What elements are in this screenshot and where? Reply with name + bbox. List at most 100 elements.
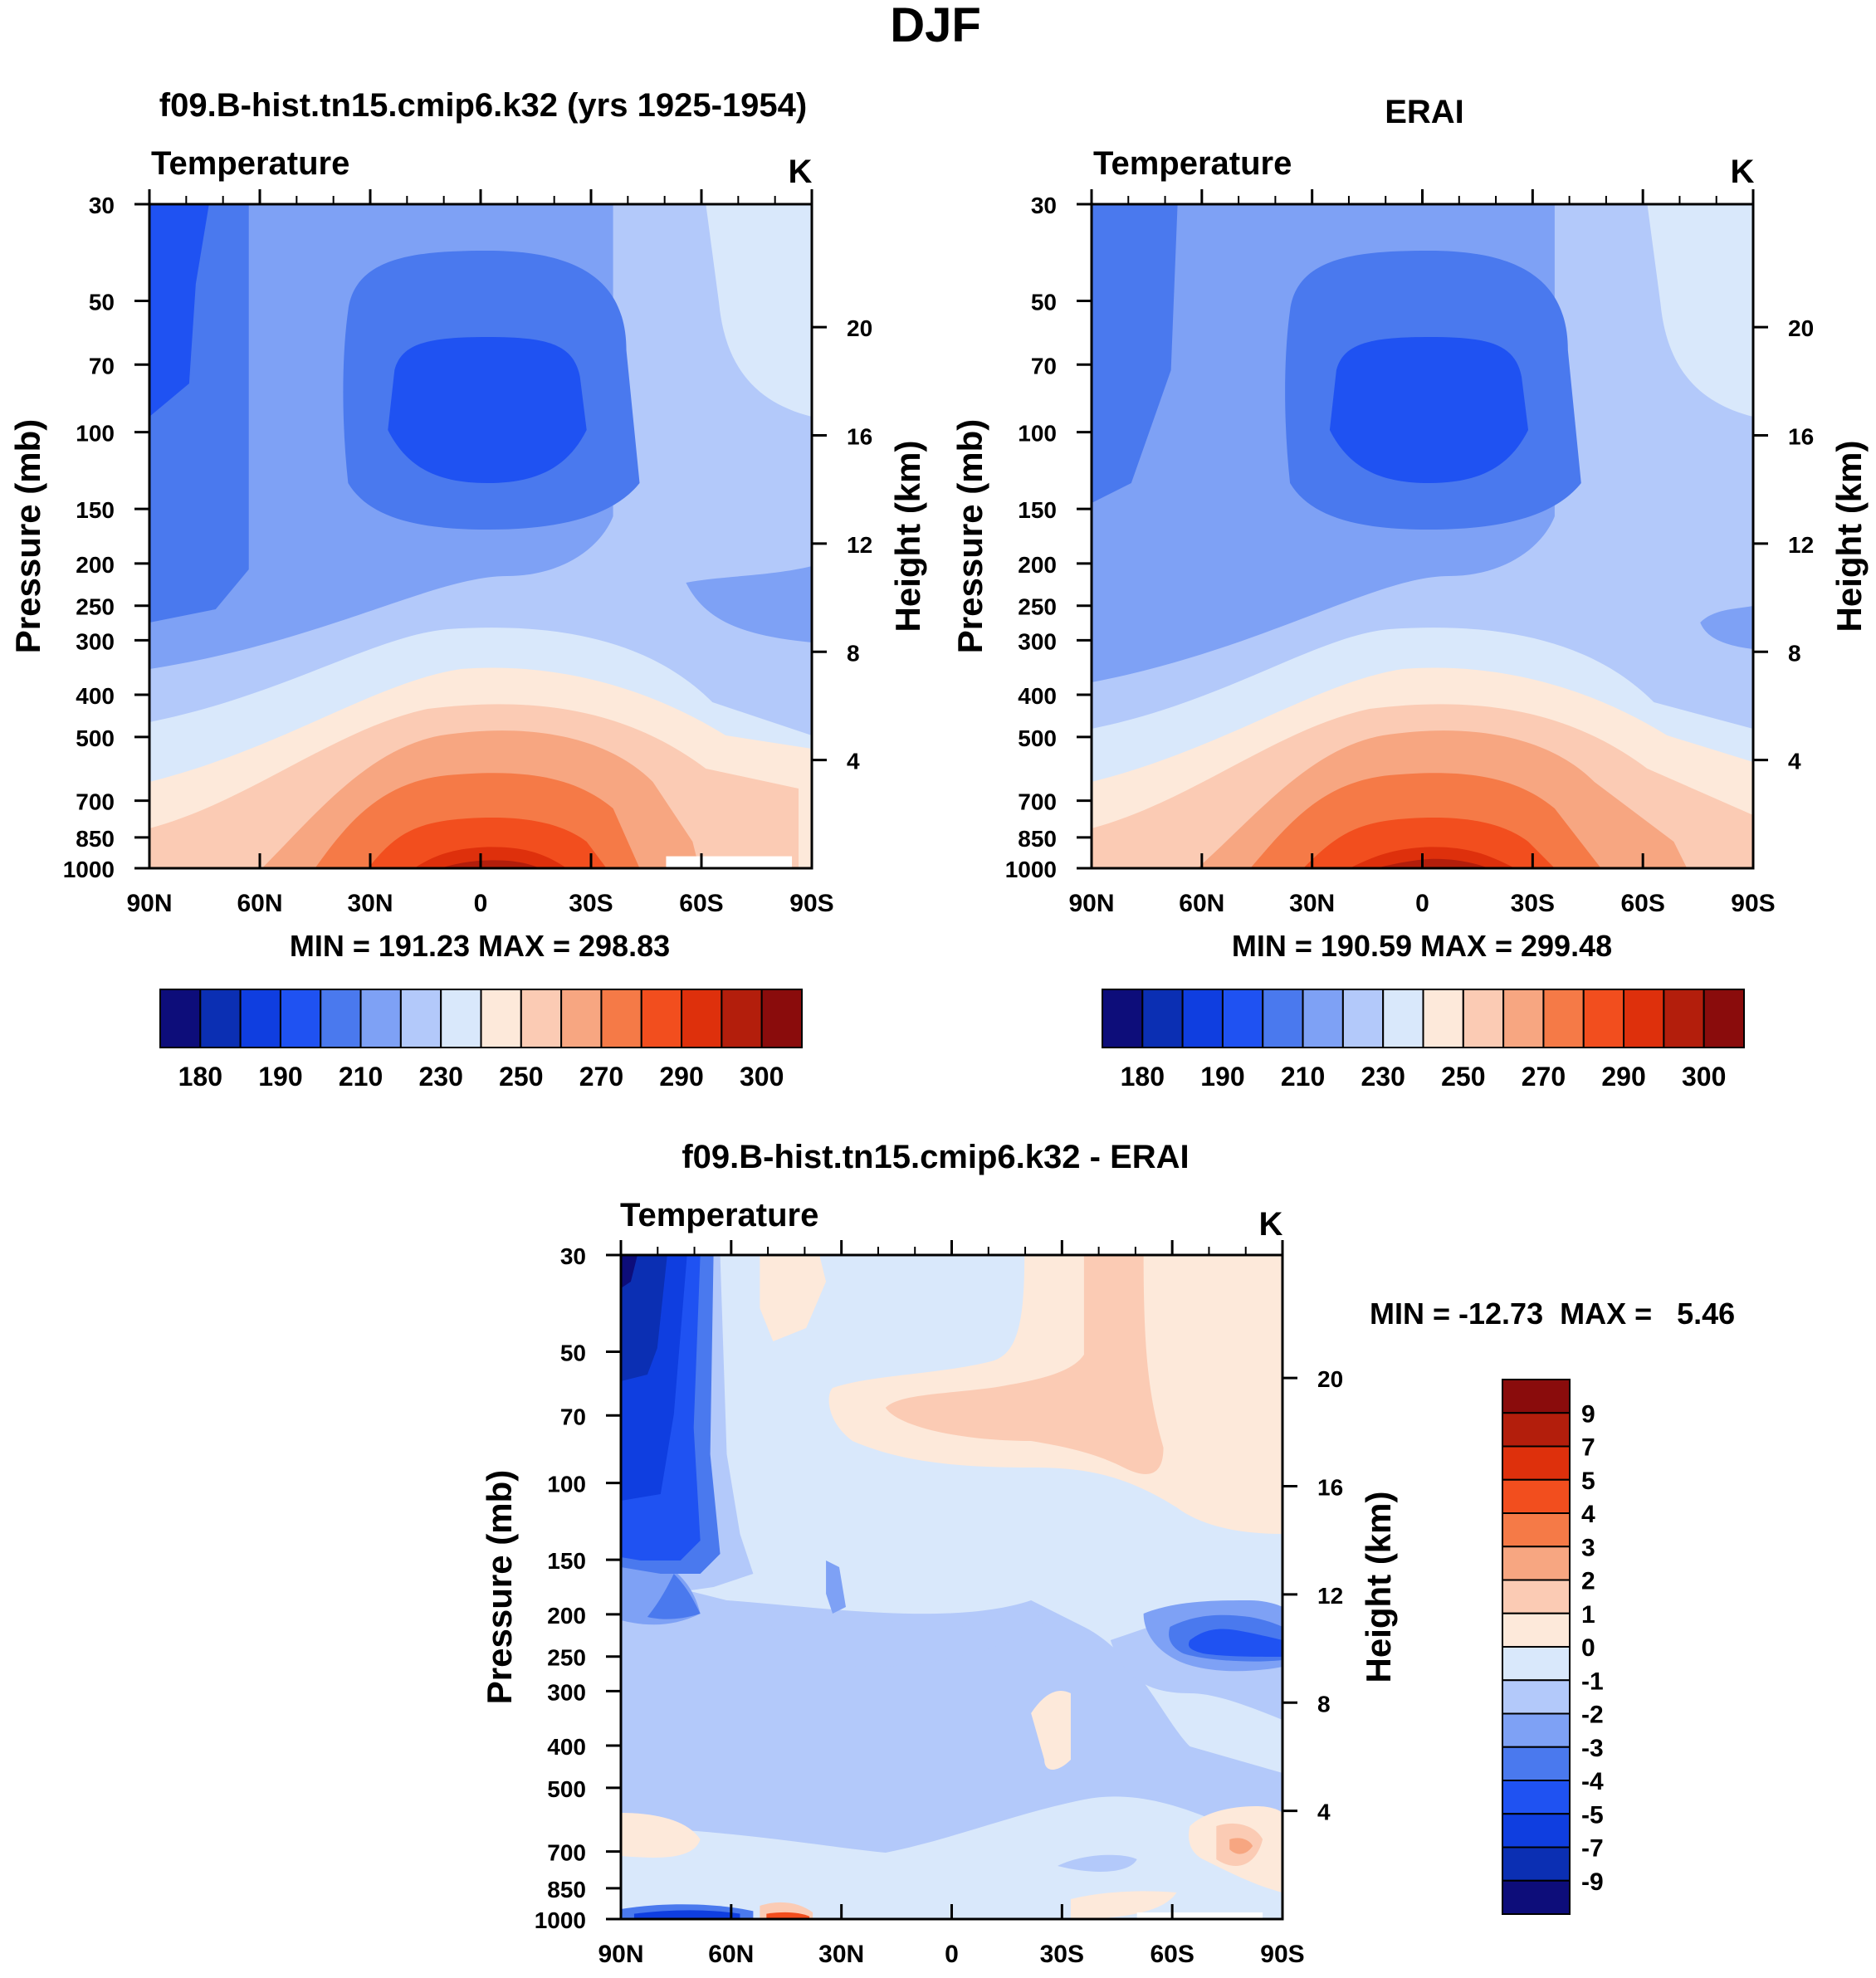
- colorbar-label: 210: [1281, 1062, 1325, 1092]
- contour-band: [706, 204, 812, 417]
- colorbar-label: 300: [740, 1062, 784, 1092]
- x-tick-label: 90N: [598, 1941, 643, 1968]
- contour-field: [1092, 204, 1753, 868]
- colorbar: 9 7 5 4 3 2 1 0 -1 -2 -3 -4 -5 -7 -9: [1502, 1379, 1604, 1915]
- y2-tick-label: 4: [847, 749, 860, 774]
- contour-field: [621, 1255, 1282, 1919]
- contour-band: [621, 1255, 638, 1288]
- colorbar-swatch: [279, 989, 322, 1048]
- colorbar-swatch: [1382, 989, 1424, 1048]
- colorbar-swatch: [1181, 989, 1224, 1048]
- y-tick-label: 200: [76, 552, 115, 578]
- stats-label: MIN = -12.73 MAX = 5.46: [1370, 1297, 1735, 1331]
- stats-label: MIN = 191.23 MAX = 298.83: [290, 929, 670, 963]
- colorbar-swatch: [520, 989, 563, 1048]
- contour-band: [1070, 1891, 1177, 1919]
- x-tick-label: 90S: [1731, 890, 1775, 917]
- contour-band: [414, 847, 567, 868]
- contour-band: [766, 1912, 810, 1919]
- contour-field: [149, 204, 812, 868]
- colorbar-swatch: [440, 989, 482, 1048]
- panel-title: f09.B-hist.tn15.cmip6.k32 (yrs 1925-1954…: [159, 87, 807, 124]
- x-tick-label: 30N: [818, 1941, 864, 1968]
- colorbar-label: 5: [1581, 1468, 1595, 1495]
- axes: 90N 60N 30N 0 30S 60S 90S 30 50 70 100 150 200 250 300…: [480, 1240, 1398, 1968]
- y-tick-label: 150: [547, 1548, 586, 1574]
- y-tick-label: 30: [1031, 193, 1057, 218]
- contour-band: [1349, 847, 1516, 868]
- colorbar-swatch: [199, 989, 242, 1048]
- contour-band: [1188, 1629, 1282, 1657]
- contour-band: [647, 1574, 701, 1619]
- y-tick-label: 850: [1018, 826, 1057, 852]
- y2-tick-label: 8: [847, 640, 860, 666]
- y-tick-label: 300: [76, 628, 115, 654]
- missing-data-region: [666, 856, 793, 868]
- x-tick-label: 90S: [789, 890, 833, 917]
- colorbar-label: 270: [1522, 1062, 1566, 1092]
- colorbar-swatch: [1502, 1879, 1571, 1915]
- panel-title: ERAI: [1385, 94, 1464, 130]
- colorbar-swatch: [1502, 1612, 1571, 1648]
- stats-label: MIN = 190.59 MAX = 299.48: [1232, 929, 1612, 963]
- units-label: K: [1259, 1206, 1283, 1243]
- colorbar-swatch: [1341, 989, 1385, 1048]
- colorbar-swatch: [1462, 989, 1505, 1048]
- y-tick-label: 50: [1031, 290, 1057, 315]
- units-label: K: [1731, 154, 1755, 190]
- x-tick-label: 0: [474, 890, 488, 917]
- colorbar-swatch: [1141, 989, 1184, 1048]
- panel-subtitle: Temperature: [620, 1197, 818, 1233]
- colorbar-swatch: [1502, 1813, 1571, 1849]
- missing-data-region: [1136, 1912, 1263, 1919]
- colorbar-swatch: [1502, 1379, 1571, 1414]
- y-tick-label: 100: [76, 421, 115, 447]
- panel-subtitle: Temperature: [151, 145, 349, 182]
- x-tick-label: 30S: [1511, 890, 1555, 917]
- y2-tick-label: 12: [1317, 1583, 1343, 1609]
- units-label: K: [789, 154, 813, 190]
- panel-obs: ERAI Temperature K 90N 60N 30N 0 30S 60S 90S 30…: [950, 94, 1869, 1092]
- contour-band: [760, 1255, 827, 1341]
- contour-band: [1229, 1838, 1253, 1854]
- y-tick-label: 250: [547, 1645, 586, 1671]
- colorbar-swatch: [1502, 989, 1545, 1048]
- colorbar-swatch: [1502, 1780, 1571, 1815]
- contour-band: [633, 1910, 740, 1919]
- colorbar-label: 270: [579, 1062, 623, 1092]
- contour-band: [1329, 337, 1529, 483]
- colorbar-label: -1: [1581, 1668, 1604, 1695]
- contour-band: [368, 818, 607, 868]
- colorbar-label: -9: [1581, 1868, 1604, 1896]
- colorbar-swatch: [1542, 989, 1585, 1048]
- colorbar-swatch: [1102, 989, 1144, 1048]
- y-tick-label: 250: [1018, 594, 1057, 620]
- y-tick-label: 150: [1018, 497, 1057, 523]
- y-tick-label: 500: [76, 725, 115, 751]
- colorbar-swatch: [1663, 989, 1705, 1048]
- colorbar-label: 290: [659, 1062, 703, 1092]
- y-tick-label: 70: [89, 353, 115, 379]
- colorbar-swatch: [1582, 989, 1625, 1048]
- x-tick-label: 30N: [1289, 890, 1335, 917]
- y2-tick-label: 16: [1788, 424, 1814, 450]
- colorbar-swatch: [239, 989, 281, 1048]
- y-tick-label: 850: [547, 1877, 586, 1902]
- y-tick-label: 1000: [63, 857, 115, 882]
- x-tick-label: 90N: [1068, 890, 1114, 917]
- x-tick-label: 90N: [126, 890, 172, 917]
- colorbar-label: -3: [1581, 1735, 1604, 1762]
- colorbar-swatch: [760, 989, 803, 1048]
- colorbar-label: 230: [1361, 1062, 1405, 1092]
- y-tick-label: 30: [560, 1243, 586, 1269]
- colorbar-label: -5: [1581, 1801, 1604, 1829]
- y-tick-label: 500: [1018, 725, 1057, 751]
- panel-subtitle: Temperature: [1093, 145, 1292, 182]
- y2-axis-title: Height (km): [888, 441, 927, 632]
- y2-tick-label: 12: [847, 532, 872, 558]
- colorbar-swatch: [399, 989, 442, 1048]
- colorbar-swatch: [1502, 1679, 1571, 1715]
- y-tick-label: 400: [547, 1734, 586, 1760]
- colorbar-swatch: [1703, 989, 1745, 1048]
